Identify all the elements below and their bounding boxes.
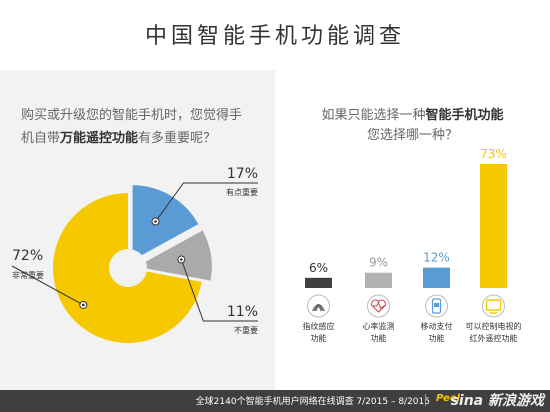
header: 中国智能手机功能调查 xyxy=(0,0,550,71)
callout-line-2 xyxy=(11,265,84,306)
left-question-line1: 购买或升级您的智能手机时，您觉得手 xyxy=(21,108,243,123)
bar-category-label-3-1: 红外遥控功能 xyxy=(470,333,518,343)
bar-2 xyxy=(423,267,450,288)
bar-category-label-2-1: 功能 xyxy=(429,333,445,343)
callout-dot-center-0 xyxy=(154,220,157,223)
phone-payment-icon xyxy=(425,294,448,318)
bar-category-label-3-0: 可以控制电视的 xyxy=(466,321,522,331)
right-question-highlight: 智能手机功能 xyxy=(425,108,504,123)
slice-value-label-1: 11% xyxy=(227,304,258,320)
donut-slice-1 xyxy=(136,230,212,281)
bar-value-label-0: 6% xyxy=(309,261,328,275)
fingerprint-icon xyxy=(307,294,330,318)
peel-logo: Peel xyxy=(436,393,461,404)
bar-category-label-2-0: 移动支付 xyxy=(421,321,453,331)
heart-rate-icon xyxy=(367,294,390,318)
left-question-line2-pre: 机自带 xyxy=(21,131,61,146)
donut-chart: 17% 有点重要 11% 不重要 72% 非常重要 xyxy=(11,166,258,344)
right-question-line1-pre: 如果只能选择一种 xyxy=(321,108,426,123)
bar-0 xyxy=(305,277,332,288)
tv-remote-icon xyxy=(482,294,505,318)
bar-category-label-0-1: 功能 xyxy=(311,333,327,343)
donut-hole xyxy=(109,249,147,287)
donut-slice-0 xyxy=(132,185,199,261)
callout-line-0 xyxy=(155,182,258,222)
page-title: 中国智能手机功能调查 xyxy=(144,24,405,49)
bar-category-label-1-1: 功能 xyxy=(371,333,387,343)
slice-category-label-2: 非常重要 xyxy=(12,270,44,280)
slice-value-label-0: 17% xyxy=(227,166,258,182)
bar-value-label-2: 12% xyxy=(423,251,450,265)
left-question: 购买或升级您的智能手机时，您觉得手 机自带万能遥控功能有多重要呢？ xyxy=(21,104,261,150)
callout-dot-center-1 xyxy=(180,258,183,261)
left-panel: 购买或升级您的智能手机时，您觉得手 机自带万能遥控功能有多重要呢？ 17% 有点重… xyxy=(0,70,275,390)
right-question-line2: 您选择哪一种？ xyxy=(366,128,458,143)
left-question-highlight: 万能遥控功能 xyxy=(60,131,139,146)
callout-line-1 xyxy=(180,259,258,322)
right-question: 如果只能选择一种智能手机功能 您选择哪一种？ xyxy=(275,106,550,146)
bar-value-label-1: 9% xyxy=(369,256,388,270)
bar-3 xyxy=(480,164,507,288)
right-panel: 如果只能选择一种智能手机功能 您选择哪一种？ 6% 指纹感应功能 9% 心率监测功能 1… xyxy=(275,70,550,390)
footer: 全球2140个智能手机用户网络在线调查 7/2015 – 8/2015 Peel… xyxy=(0,390,550,412)
footer-text: 全球2140个智能手机用户网络在线调查 7/2015 – 8/2015 xyxy=(195,397,430,407)
bar-value-label-3: 73% xyxy=(480,147,507,161)
slice-category-label-1: 不重要 xyxy=(234,325,258,335)
slice-value-label-2: 72% xyxy=(12,248,43,264)
bar-category-label-0-0: 指纹感应 xyxy=(303,321,335,331)
left-question-line2-post: 有多重要呢？ xyxy=(138,131,217,146)
sina-watermark: sina 新浪游戏 xyxy=(450,393,544,409)
footer-divider xyxy=(425,394,426,406)
slice-category-label-0: 有点重要 xyxy=(226,187,258,197)
bar-category-label-1-0: 心率监测 xyxy=(363,321,395,331)
callout-dot-center-2 xyxy=(82,303,85,307)
bar-1 xyxy=(365,272,392,288)
